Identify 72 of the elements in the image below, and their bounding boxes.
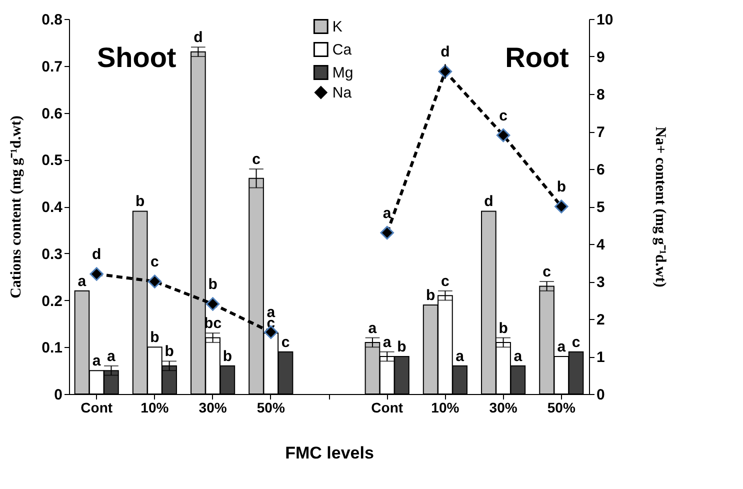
x-tick-label: 10% — [431, 400, 460, 416]
legend-label: Na — [332, 84, 352, 102]
y2-tick-label: 9 — [596, 49, 605, 66]
y-tick-label: 0.4 — [42, 199, 64, 216]
y-tick-label: 0.3 — [42, 246, 62, 263]
y-tick-label: 0 — [54, 386, 62, 404]
x-tick-label: Cont — [80, 400, 113, 416]
data-label: b — [426, 286, 436, 304]
point — [148, 274, 162, 288]
data-label: b — [135, 193, 145, 210]
point — [554, 200, 568, 214]
point — [380, 226, 394, 240]
data-label: c — [499, 107, 508, 124]
data-label: c — [150, 254, 159, 270]
x-tick-label: 30% — [489, 400, 518, 416]
data-label: d — [440, 44, 450, 60]
y-tick-label: 0.5 — [42, 152, 62, 170]
y-tick-label: 0.1 — [42, 340, 62, 357]
x-tick-label: 50% — [547, 400, 576, 416]
data-label: a — [368, 320, 378, 337]
data-label: c — [441, 272, 450, 290]
y2-tick-label: 8 — [596, 86, 605, 104]
data-label: a — [382, 204, 392, 222]
data-label: d — [194, 29, 203, 46]
data-label: a — [456, 348, 465, 365]
y2-tick-label: 2 — [596, 312, 605, 328]
y2-axis-title: Na+ content (mg g⁻¹d.wt) — [652, 126, 668, 288]
x-tick-label: 50% — [256, 400, 286, 416]
x-tick-label: 10% — [140, 400, 170, 416]
y2-tick-label: 1 — [596, 349, 605, 366]
x-tick-label: 30% — [198, 400, 228, 416]
data-label: a — [514, 348, 523, 365]
data-label: c — [542, 264, 551, 280]
y-tick-label: 0.2 — [42, 292, 62, 310]
data-label: b — [208, 276, 218, 293]
legend-label: K — [332, 18, 342, 36]
data-label: d — [92, 246, 102, 263]
legend-label: Mg — [332, 64, 354, 82]
legend-label: Ca — [332, 42, 352, 58]
data-label: b — [222, 348, 232, 365]
y2-tick-label: 5 — [596, 199, 605, 216]
data-label: b — [150, 329, 160, 346]
point — [90, 267, 104, 281]
x-axis-title: FMC levels — [285, 444, 374, 462]
data-label: b — [556, 178, 566, 196]
point — [496, 128, 510, 142]
annotation: Shoot — [96, 42, 176, 73]
data-label: b — [498, 320, 508, 337]
y-tick-label: 0.6 — [42, 105, 62, 122]
y2-tick-label: 10 — [596, 12, 614, 28]
y-axis-title: Cations content (mg g⁻¹d.wt) — [8, 116, 25, 298]
point — [206, 297, 220, 311]
data-label: c — [281, 334, 290, 351]
y2-tick-label: 7 — [596, 124, 605, 141]
y-tick-label: 0.8 — [42, 12, 62, 28]
y2-tick-label: 4 — [596, 236, 606, 254]
data-label: c — [572, 334, 580, 351]
data-label: b — [397, 338, 406, 356]
data-label: c — [252, 151, 260, 168]
data-label: a — [107, 348, 116, 365]
y2-tick-label: 3 — [596, 274, 605, 291]
y-tick-label: 0.7 — [42, 58, 62, 76]
annotation: Root — [505, 42, 569, 73]
y2-tick-label: 6 — [596, 162, 605, 178]
data-label: b — [164, 343, 174, 360]
x-tick-label: Cont — [371, 400, 404, 416]
data-label: a — [382, 334, 392, 351]
data-label: d — [484, 193, 494, 210]
data-label: a — [557, 338, 566, 356]
y2-tick-label: 0 — [596, 386, 605, 404]
data-label: a — [92, 352, 102, 370]
data-label: a — [78, 272, 87, 290]
